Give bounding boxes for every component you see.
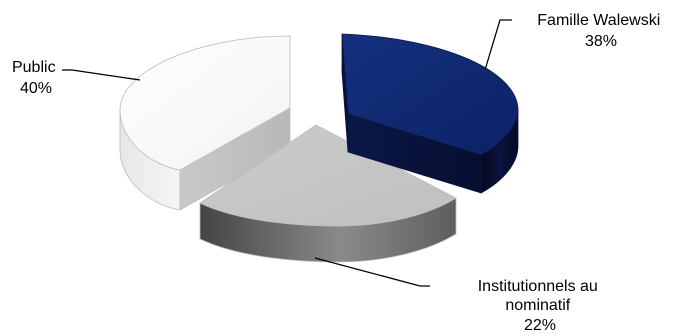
label-famille-walewski-name: Famille Walewski <box>537 12 660 29</box>
leader-line-public <box>71 69 141 81</box>
label-institutionnels-line1: Institutionnels au <box>478 278 598 295</box>
pie-slice-public-top <box>119 35 291 171</box>
label-public-value: 40% <box>20 80 52 97</box>
leader-line-institutionnels <box>314 257 430 287</box>
label-famille-walewski: Famille Walewski 38% <box>537 12 664 50</box>
label-institutionnels-value: 22% <box>524 317 556 334</box>
pie-slice-famille-walewski <box>341 33 519 194</box>
label-public: Public 40% <box>12 59 60 97</box>
label-institutionnels: Institutionnels au nominatif 22% <box>478 278 603 334</box>
leader-line-famille-walewski <box>484 19 512 71</box>
pie-slice-public <box>119 35 291 211</box>
pie-slice-institutionnels <box>199 124 457 263</box>
pie-slice-institutionnels-top <box>199 124 457 227</box>
label-public-name: Public <box>12 59 56 76</box>
pie-slice-famille-walewski-top <box>341 33 519 156</box>
label-institutionnels-line2: nominatif <box>505 297 570 314</box>
label-famille-walewski-value: 38% <box>585 33 617 50</box>
